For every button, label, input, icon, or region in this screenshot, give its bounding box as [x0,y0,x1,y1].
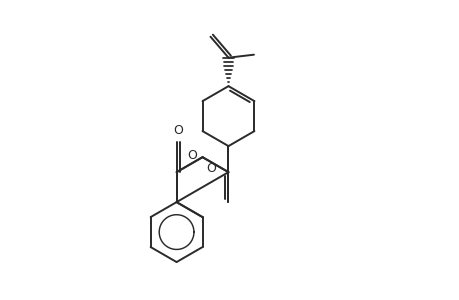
Text: O: O [173,124,182,137]
Text: O: O [206,162,216,175]
Text: O: O [186,149,196,162]
